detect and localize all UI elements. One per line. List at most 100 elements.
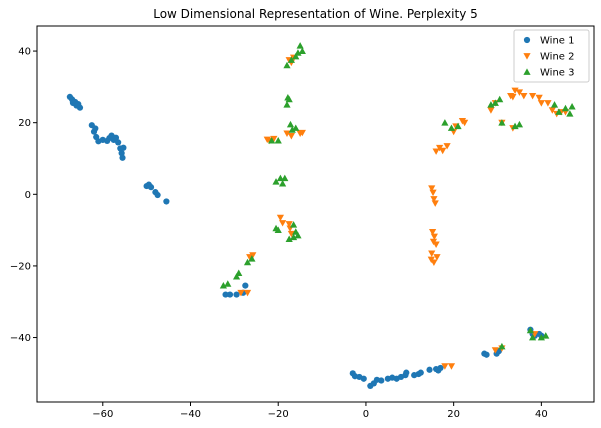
data-point [498,342,506,350]
data-point [242,282,249,289]
data-point [270,135,278,143]
data-point [528,92,537,100]
data-point [511,87,519,95]
data-point [487,101,495,108]
data-point [222,291,229,298]
data-point [491,347,499,354]
data-point [224,280,232,287]
data-point [461,119,469,127]
data-point [115,139,122,146]
data-point [284,94,292,101]
data-point [289,221,298,228]
data-point [76,104,84,111]
y-tick-label: −20 [10,261,31,272]
x-tick-label: −20 [268,409,289,420]
data-point [487,107,495,114]
data-point [296,42,304,49]
data-point [441,119,449,126]
data-point [154,191,161,199]
data-point [568,102,576,110]
data-point [550,101,559,108]
data-point [561,104,570,112]
data-point [483,351,490,358]
data-point [566,110,574,117]
data-point [281,174,289,182]
data-point [292,124,300,131]
legend: Wine 1 Wine 2 Wine 3 [513,29,590,83]
data-point [287,230,295,238]
data-point [285,221,293,228]
data-point [454,122,462,130]
data-point [430,233,438,241]
x-tick-label: 0 [363,409,369,420]
data-point [163,198,170,205]
data-point [294,49,302,56]
data-point [498,119,506,126]
data-point [526,326,535,334]
data-point [92,125,99,132]
y-tick-label: −40 [10,333,31,344]
data-point [537,333,545,341]
data-point [528,333,537,341]
data-point [439,147,447,155]
data-point [428,185,436,192]
data-point [430,196,438,203]
data-point [511,122,519,130]
data-point [249,252,257,259]
data-point [441,363,449,370]
legend-marker [523,68,531,75]
data-point [274,226,282,233]
data-points [66,42,576,389]
data-point [283,101,291,108]
y-axis: −40 −20 0 20 40 [10,47,37,344]
data-point [429,229,437,236]
data-point [298,47,306,54]
data-point [520,92,528,100]
legend-marker [523,36,531,44]
data-point [378,377,385,384]
data-point [432,241,440,249]
data-point [268,136,276,144]
data-point [443,143,451,150]
data-point [447,124,456,131]
x-tick-label: 40 [535,409,548,420]
data-point [283,61,291,69]
y-tick-label: 40 [18,47,31,58]
data-point [219,282,227,289]
data-point [431,200,439,207]
data-point [243,289,252,297]
data-point [496,95,504,103]
data-point [437,364,444,372]
data-point [429,189,437,197]
x-tick-label: −40 [180,409,201,420]
plot-frame [36,25,595,403]
data-point [298,129,306,137]
data-point [276,214,285,222]
data-point [119,154,126,161]
data-point [235,269,243,276]
x-axis: −60 −40 −20 0 20 40 [92,402,548,420]
data-point [274,136,282,144]
data-point [287,56,295,63]
data-point [515,120,524,128]
data-point [286,120,295,128]
legend-box [513,29,590,83]
data-point [279,179,287,187]
data-point [283,130,291,138]
data-point [248,255,256,262]
data-point [226,291,234,298]
data-point [548,107,556,114]
data-point [147,184,155,191]
x-tick-label: 20 [447,409,460,420]
data-point [232,273,241,280]
data-point [360,375,367,382]
data-point [433,254,441,261]
legend-label: Wine 3 [540,68,574,79]
legend-label: Wine 1 [540,36,574,47]
data-point [555,108,563,115]
x-tick-label: −60 [92,409,113,420]
data-point [535,94,543,102]
data-point [112,134,120,141]
data-point [491,99,499,106]
